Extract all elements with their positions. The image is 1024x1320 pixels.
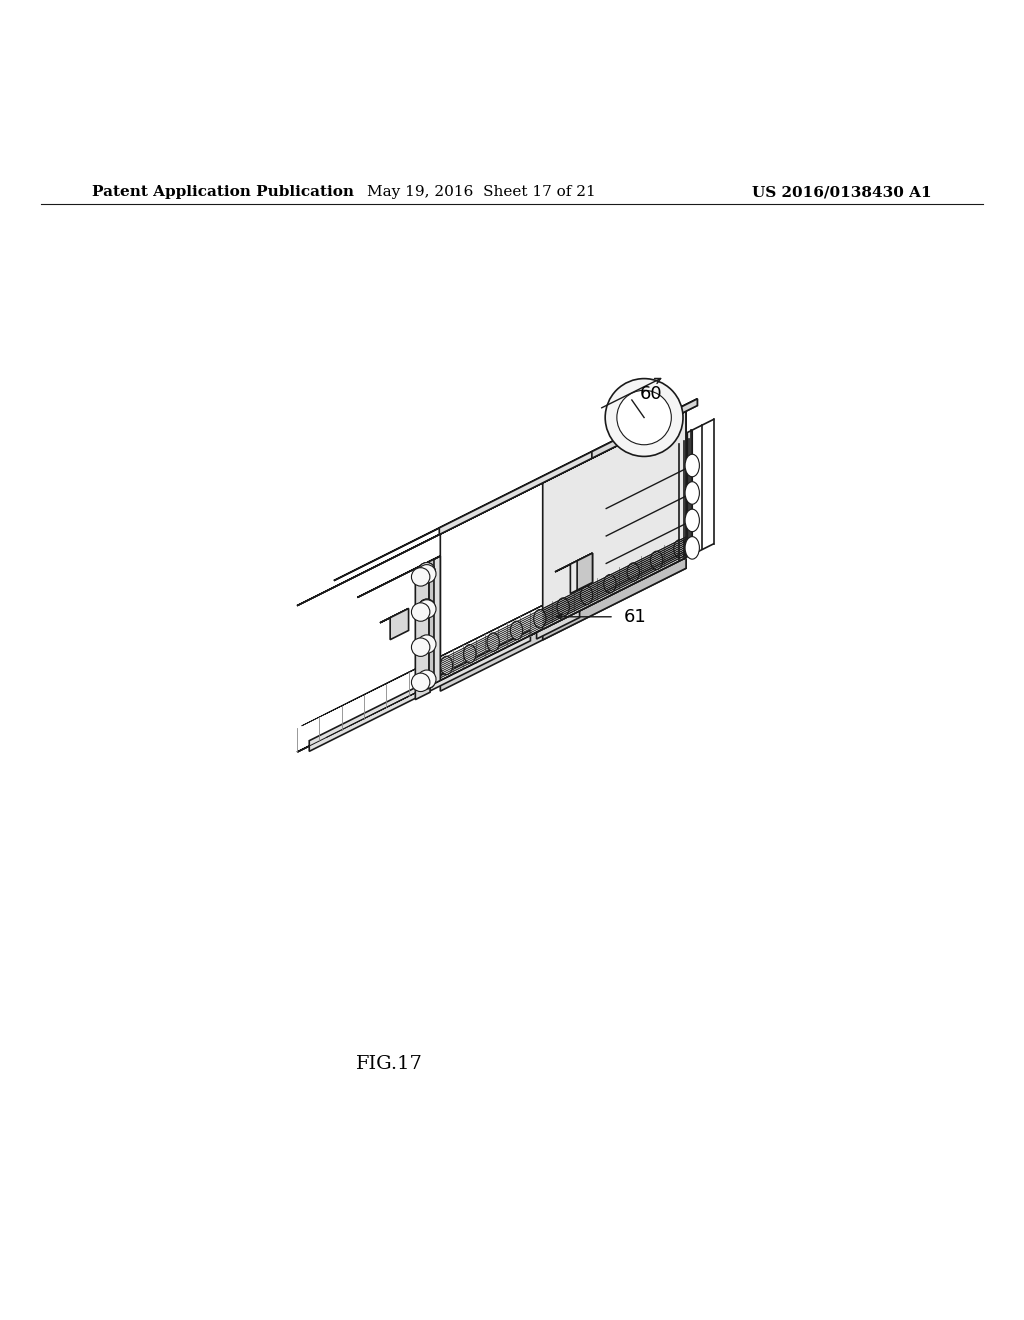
Ellipse shape [685,537,699,560]
Polygon shape [372,618,518,690]
Ellipse shape [419,636,435,652]
Ellipse shape [419,562,435,579]
Polygon shape [570,553,593,594]
Polygon shape [439,399,697,535]
Polygon shape [302,652,447,726]
Ellipse shape [418,671,436,689]
Ellipse shape [419,636,435,652]
Polygon shape [641,421,643,428]
Polygon shape [555,553,593,572]
Polygon shape [536,536,681,609]
Polygon shape [465,572,611,644]
Polygon shape [592,399,697,458]
Polygon shape [429,560,434,686]
Polygon shape [512,548,658,620]
Ellipse shape [627,562,639,581]
Ellipse shape [487,632,500,651]
Ellipse shape [581,586,593,605]
Ellipse shape [418,599,436,618]
Ellipse shape [412,638,430,656]
Polygon shape [543,557,686,640]
Ellipse shape [685,510,699,532]
Ellipse shape [419,672,435,689]
Polygon shape [440,557,686,692]
Ellipse shape [685,454,699,477]
Polygon shape [297,411,686,606]
Ellipse shape [534,610,546,628]
Ellipse shape [419,562,435,579]
Polygon shape [297,557,686,752]
Ellipse shape [412,568,430,586]
Circle shape [605,379,683,457]
Polygon shape [380,609,409,623]
Ellipse shape [419,562,435,579]
Ellipse shape [419,599,435,615]
Text: 61: 61 [625,607,647,626]
Ellipse shape [510,622,522,640]
Polygon shape [325,642,471,714]
Ellipse shape [419,599,435,615]
Ellipse shape [418,565,436,583]
Ellipse shape [674,540,686,558]
Ellipse shape [650,552,663,570]
Text: Patent Application Publication: Patent Application Publication [92,185,354,199]
Ellipse shape [419,599,435,615]
Polygon shape [395,606,542,680]
Polygon shape [309,630,530,751]
Polygon shape [441,582,588,656]
Ellipse shape [557,598,569,616]
Ellipse shape [685,482,699,504]
Ellipse shape [419,672,435,689]
Ellipse shape [419,672,435,689]
Polygon shape [488,560,635,632]
Ellipse shape [419,636,435,652]
Text: 60: 60 [640,384,663,403]
Text: FIG.17: FIG.17 [355,1056,423,1073]
Polygon shape [334,399,697,581]
Text: US 2016/0138430 A1: US 2016/0138430 A1 [753,185,932,199]
Polygon shape [537,611,580,639]
Ellipse shape [412,603,430,622]
Polygon shape [390,609,409,640]
Polygon shape [543,411,686,630]
Ellipse shape [440,656,453,675]
Ellipse shape [412,673,430,692]
Polygon shape [348,630,495,702]
Polygon shape [357,556,440,598]
Ellipse shape [418,635,436,653]
Polygon shape [429,556,440,686]
Polygon shape [416,569,430,700]
Text: May 19, 2016  Sheet 17 of 21: May 19, 2016 Sheet 17 of 21 [367,185,596,199]
Polygon shape [528,611,580,636]
Polygon shape [419,594,564,668]
Ellipse shape [464,644,476,663]
Polygon shape [687,430,692,557]
Polygon shape [578,553,593,590]
Circle shape [616,391,672,445]
Ellipse shape [604,574,616,593]
